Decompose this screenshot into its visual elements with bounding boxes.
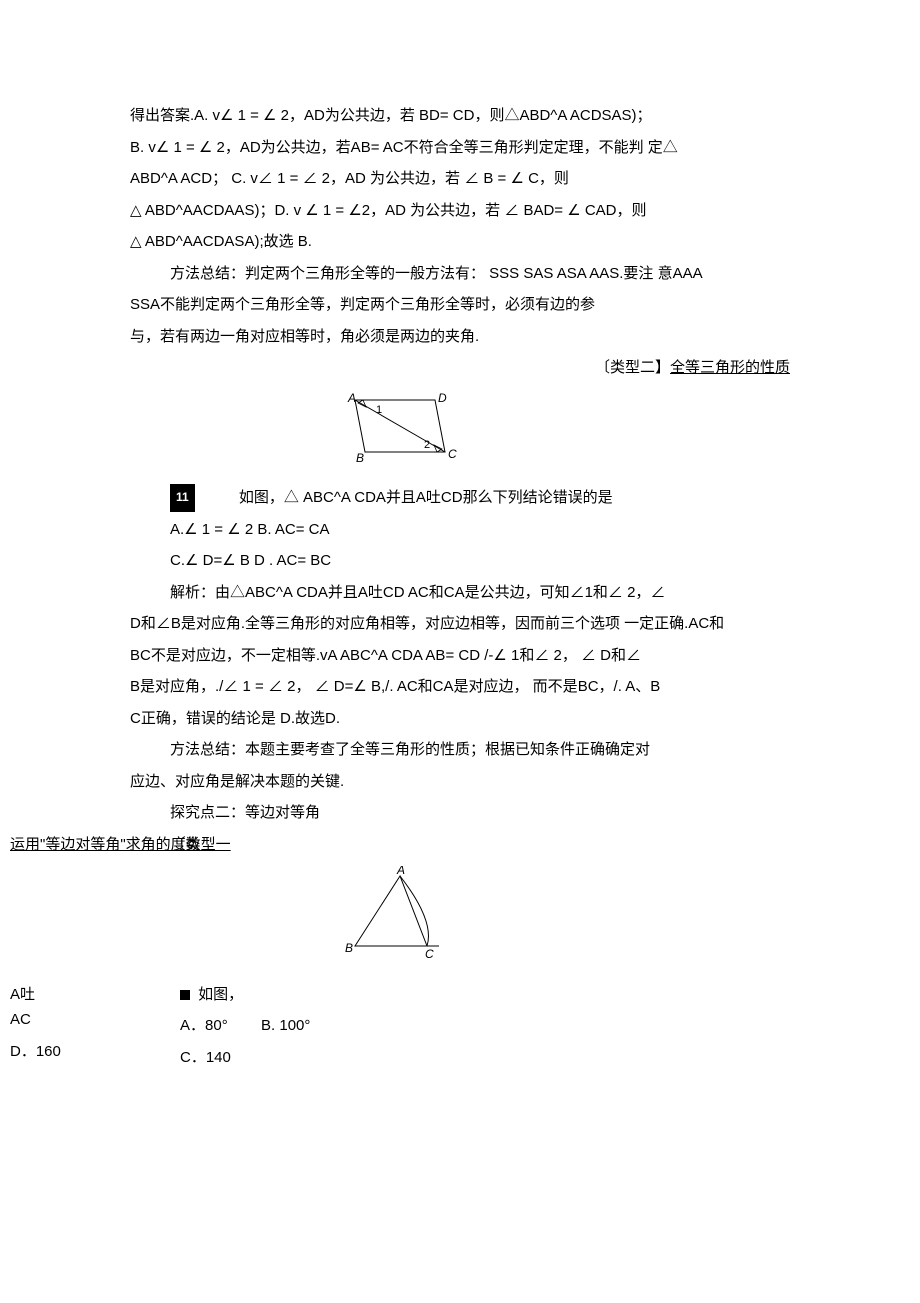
options-line-2: C.∠ D=∠ B D . AC= BC [10,545,790,577]
options-line-1: A.∠ 1 = ∠ 2 B. AC= CA [10,514,790,546]
type-one-row: 运用"等边对等角"求角的度数〔类型一 [10,829,790,861]
type-one-overlap: 〔类型一 [171,836,231,853]
bottom-line-1: 如图， [180,979,790,1011]
label-1: 1 [376,404,382,416]
bottom-line-1-text: 如图， [198,986,243,1003]
explore-2: 探究点二：等边对等角 [10,797,790,829]
diagram-triangle: A B C [10,866,790,973]
example-11-line: 11 如图，△ ABC^A CDA并且A吐CD那么下列结论错误的是 [10,482,790,514]
type-two-link: 全等三角形的性质 [670,359,790,376]
label-2: 2 [424,439,430,451]
bottom-line-3: C．140 [180,1042,790,1074]
paragraph-6: 方法总结：判定两个三角形全等的一般方法有： SSS SAS ASA AAS.要注… [10,258,790,290]
square-icon [180,990,190,1000]
tri-label-b: B [345,941,353,955]
bottom-line-2: A．80° B. 100° [180,1010,790,1042]
label-b: B [356,451,364,465]
badge-11: 11 [170,484,195,511]
bottom-right-col: 如图， A．80° B. 100° C．140 [180,979,790,1074]
bottom-left-2: AC [10,1004,180,1036]
diagram-parallelogram: A D B C 1 2 [10,390,790,477]
analysis-1: 解析：由△ABC^A CDA并且A吐CD AC和CA是公共边，可知∠1和∠ 2，… [10,577,790,609]
type-two-heading: 〔类型二】全等三角形的性质 [10,352,790,384]
paragraph-7: SSA不能判定两个三角形全等，判定两个三角形全等时，必须有边的参 [10,289,790,321]
analysis-4: B是对应角，./∠ 1 = ∠ 2， ∠ D=∠ B,/. AC和CA是对应边，… [10,671,790,703]
analysis-2: D和∠B是对应角.全等三角形的对应角相等，对应边相等，因而前三个选项 一定正确.… [10,608,790,640]
type-two-bracket: 〔类型二】 [595,359,670,376]
paragraph-4: △ ABD^AACDAAS)；D. v ∠ 1 = ∠2，AD 为公共边，若 ∠… [10,195,790,227]
bottom-left-col: A吐 AC D．160 [10,979,180,1068]
label-d: D [438,391,447,405]
method-summary-1: 方法总结：本题主要考查了全等三角形的性质；根据已知条件正确确定对 [10,734,790,766]
paragraph-1: 得出答案.A. v∠ 1 = ∠ 2，AD为公共边，若 BD= CD，则△ABD… [10,100,790,132]
analysis-3: BC不是对应边，不一定相等.vA ABC^A CDA AB= CD /-∠ 1和… [10,640,790,672]
paragraph-5: △ ABD^AACDASA);故选 B. [10,226,790,258]
bottom-columns: A吐 AC D．160 如图， A．80° B. 100° C．140 [10,979,790,1074]
bottom-left-3: D．160 [10,1036,180,1068]
label-a: A [347,391,356,405]
example-11-text: 如图，△ ABC^A CDA并且A吐CD那么下列结论错误的是 [239,489,613,506]
tri-label-a: A [396,866,405,877]
paragraph-2: B. v∠ 1 = ∠ 2，AD为公共边，若AB= AC不符合全等三角形判定定理… [10,132,790,164]
paragraph-3: ABD^A ACD； C. v∠ 1 = ∠ 2，AD 为公共边，若 ∠ B =… [10,163,790,195]
analysis-5: C正确，错误的结论是 D.故选D. [10,703,790,735]
method-summary-2: 应边、对应角是解决本题的关键. [10,766,790,798]
label-c: C [448,447,457,461]
paragraph-8: 与，若有两边一角对应相等时，角必须是两边的夹角. [10,321,790,353]
tri-label-c: C [425,947,434,961]
